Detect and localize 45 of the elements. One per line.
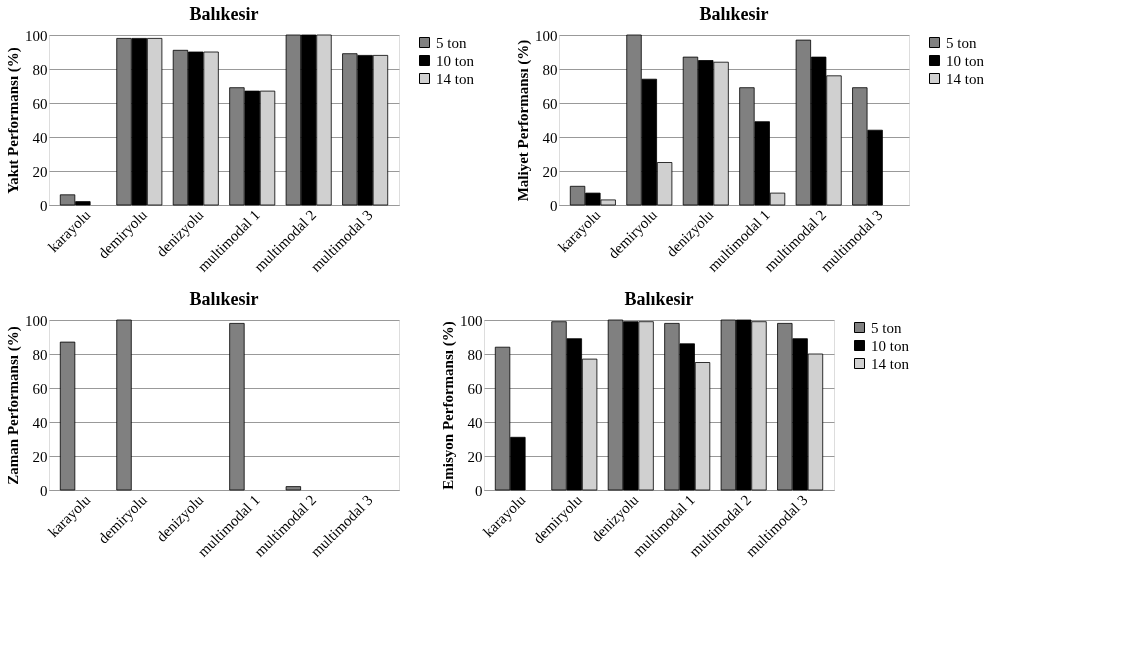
y-tick-label: 40 <box>32 129 48 146</box>
y-tick-label: 100 <box>25 27 48 44</box>
y-tick-label: 40 <box>542 129 558 146</box>
chart-title: Balıkesir <box>699 4 769 24</box>
y-tick-label: 0 <box>475 482 483 499</box>
y-tick-label: 20 <box>32 448 48 465</box>
y-tick-label: 100 <box>535 27 558 44</box>
legend-label: 10 ton <box>871 337 910 354</box>
chart-title: Balıkesir <box>189 4 259 24</box>
legend-label: 5 ton <box>946 34 977 51</box>
bar <box>116 319 132 491</box>
y-tick-label: 80 <box>32 346 48 363</box>
bar <box>59 341 76 491</box>
y-tick-label: 0 <box>40 482 48 499</box>
y-tick-label: 60 <box>32 380 48 397</box>
y-axis-title: Emisyon Performansı (%) <box>440 321 457 490</box>
y-tick-label: 80 <box>32 61 48 78</box>
legend-label: 5 ton <box>436 34 467 51</box>
bar <box>285 486 302 491</box>
chart-title: Balıkesir <box>624 289 694 309</box>
y-tick-label: 0 <box>550 197 558 214</box>
y-tick-label: 100 <box>460 312 483 329</box>
legend-label: 5 ton <box>871 319 902 336</box>
y-axis-title: Zaman Performansı (%) <box>5 326 22 485</box>
legend-label: 14 ton <box>436 70 475 87</box>
chart-title: Balıkesir <box>189 289 259 309</box>
legend-label: 10 ton <box>436 52 475 69</box>
legend-label: 14 ton <box>946 70 985 87</box>
y-tick-label: 60 <box>32 95 48 112</box>
bar <box>229 323 245 491</box>
y-tick-label: 100 <box>25 312 48 329</box>
y-axis-title: Maliyet Performansı (%) <box>515 39 532 202</box>
legend-label: 10 ton <box>946 52 985 69</box>
y-tick-label: 20 <box>542 163 558 180</box>
y-tick-label: 40 <box>32 414 48 431</box>
y-tick-label: 0 <box>40 197 48 214</box>
legend-label: 14 ton <box>871 355 910 372</box>
y-axis-title: Yakıt Performansı (%) <box>5 47 22 194</box>
y-tick-label: 40 <box>467 414 483 431</box>
y-tick-label: 80 <box>542 61 558 78</box>
y-tick-label: 20 <box>32 163 48 180</box>
y-tick-label: 80 <box>467 346 483 363</box>
y-tick-label: 60 <box>542 95 558 112</box>
y-tick-label: 60 <box>467 380 483 397</box>
y-tick-label: 20 <box>467 448 483 465</box>
